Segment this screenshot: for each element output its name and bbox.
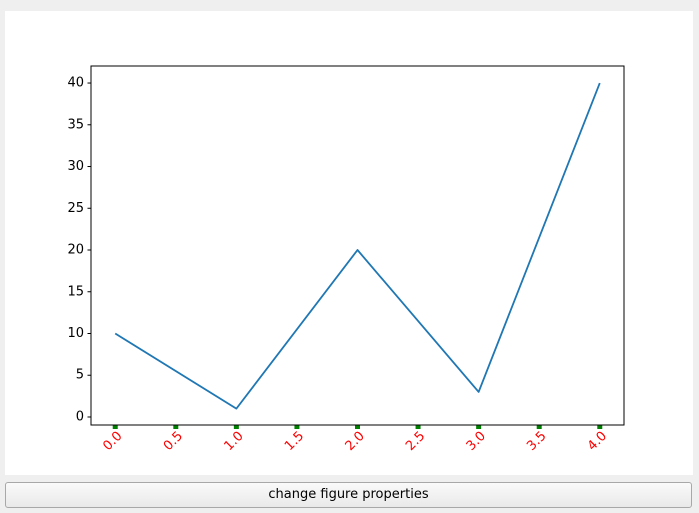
x-tick-label: 1.5 xyxy=(282,429,307,454)
x-tick-label: 0.5 xyxy=(161,429,186,454)
y-tick-label: 20 xyxy=(67,243,84,258)
y-tick-label: 5 xyxy=(76,368,84,383)
y-tick-label: 15 xyxy=(67,284,84,299)
y-tick-label: 10 xyxy=(67,326,84,341)
y-tick-label: 35 xyxy=(67,117,84,132)
x-tick-label: 2.0 xyxy=(343,429,368,454)
x-tick-label: 1.0 xyxy=(221,429,246,454)
figure-canvas: 0 5 10 15 20 25 30 35 40 0.0 0.5 1.0 1.5 2.0 2.5 3.0 3.5… xyxy=(5,11,693,475)
chart: 0 5 10 15 20 25 30 35 40 0.0 0.5 1.0 1.5 2.0 2.5 3.0 3.5… xyxy=(67,65,625,454)
data-line xyxy=(114,82,601,410)
x-tick-label: 0.0 xyxy=(100,429,125,454)
y-tick-label: 0 xyxy=(76,409,84,424)
x-tick-label: 3.0 xyxy=(464,429,489,454)
axes-frame xyxy=(90,65,625,426)
x-tick-label: 2.5 xyxy=(403,429,428,454)
y-tick-label: 30 xyxy=(67,159,84,174)
y-tick-label: 40 xyxy=(67,76,84,91)
x-tick-label: 4.0 xyxy=(585,429,610,454)
change-properties-button[interactable]: change figure properties xyxy=(5,482,692,508)
x-tick-label: 3.5 xyxy=(524,429,549,454)
y-tick-label: 25 xyxy=(67,201,84,216)
